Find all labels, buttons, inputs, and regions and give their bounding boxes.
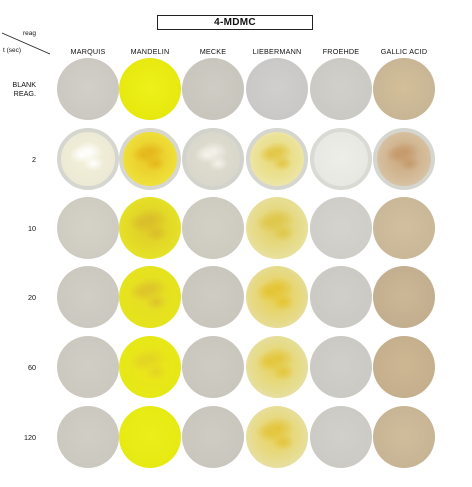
row-label-5: 120: [24, 432, 36, 442]
time-axis-label: t (sec): [3, 47, 22, 54]
well-froehde-row-5: [310, 406, 372, 468]
row-label-2: 10: [28, 223, 36, 233]
well-liebermann-row-0: [246, 58, 308, 120]
well-marquis-row-0: [57, 58, 119, 120]
well-liebermann-row-3: [246, 266, 308, 328]
well-liebermann-row-2: [246, 197, 308, 259]
well-marquis-row-5: [57, 406, 119, 468]
well-froehde-row-1: [310, 128, 372, 190]
well-marquis-row-2: [57, 197, 119, 259]
well-froehde-row-2: [310, 197, 372, 259]
well-mecke-row-4: [182, 336, 244, 398]
column-header-liebermann: LIEBERMANN: [252, 47, 302, 56]
column-header-mandelin: MANDELIN: [130, 47, 170, 56]
well-liebermann-row-1: [246, 128, 308, 190]
well-mecke-row-5: [182, 406, 244, 468]
well-mecke-row-0: [182, 58, 244, 120]
well-gallic-acid-row-2: [373, 197, 435, 259]
column-header-gallic-acid: GALLIC ACID: [380, 47, 428, 56]
well-mandelin-row-4: [119, 336, 181, 398]
well-mecke-row-2: [182, 197, 244, 259]
well-mecke-row-3: [182, 266, 244, 328]
reagent-axis-label: reag: [23, 30, 37, 37]
well-mecke-row-1: [182, 128, 244, 190]
well-mandelin-row-1: [119, 128, 181, 190]
corner-diagonal-line: [1, 32, 51, 55]
well-gallic-acid-row-1: [373, 128, 435, 190]
column-header-marquis: MARQUIS: [70, 47, 106, 56]
row-label-4: 60: [28, 362, 36, 372]
column-header-mecke: MECKE: [199, 47, 227, 56]
well-marquis-row-1: [57, 128, 119, 190]
column-header-froehde: FROEHDE: [322, 47, 360, 56]
well-froehde-row-4: [310, 336, 372, 398]
well-froehde-row-3: [310, 266, 372, 328]
well-gallic-acid-row-5: [373, 406, 435, 468]
well-gallic-acid-row-4: [373, 336, 435, 398]
well-marquis-row-4: [57, 336, 119, 398]
sample-title: 4-MDMC: [157, 15, 313, 30]
well-mandelin-row-2: [119, 197, 181, 259]
well-marquis-row-3: [57, 266, 119, 328]
well-liebermann-row-4: [246, 336, 308, 398]
well-gallic-acid-row-3: [373, 266, 435, 328]
well-mandelin-row-0: [119, 58, 181, 120]
well-mandelin-row-3: [119, 266, 181, 328]
well-gallic-acid-row-0: [373, 58, 435, 120]
row-label-3: 20: [28, 292, 36, 302]
well-froehde-row-0: [310, 58, 372, 120]
well-liebermann-row-5: [246, 406, 308, 468]
well-mandelin-row-5: [119, 406, 181, 468]
row-label-1: 2: [32, 154, 36, 164]
row-label-0: BLANK REAG.: [12, 80, 36, 98]
axis-corner: reag t (sec): [0, 27, 56, 67]
